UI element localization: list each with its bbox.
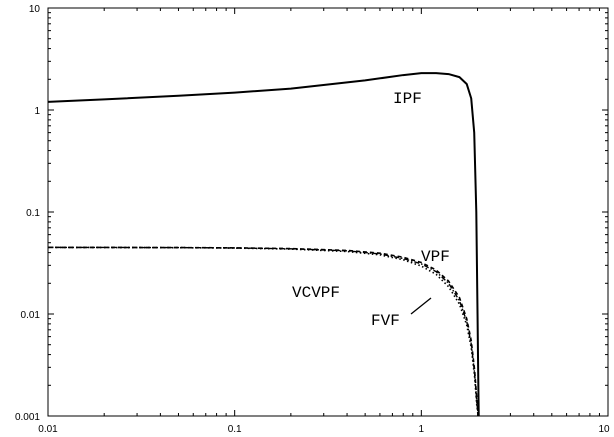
y-tick-label: 0.1 [26, 208, 40, 219]
x-tick-label: 0.1 [228, 424, 242, 435]
fvf-pointer [410, 297, 432, 315]
series-line-vpf [47, 246, 480, 417]
series-line-ipf [47, 72, 480, 417]
label-vcvpf: VCVPF [292, 284, 340, 302]
label-ipf: IPF [393, 90, 422, 108]
y-tick-label: 1 [34, 106, 40, 117]
label-fvf: FVF [371, 312, 400, 330]
y-tick-label: 10 [29, 4, 41, 15]
x-tick-label: 10 [598, 424, 610, 435]
series-line-fvf [47, 246, 480, 417]
plot-frame [47, 7, 609, 417]
x-tick-label: 0.01 [38, 424, 58, 435]
y-tick-label: 0.001 [15, 412, 40, 423]
series-labels: IPF VPF VCVPF FVF [292, 90, 450, 330]
x-tick-label: 1 [419, 424, 425, 435]
series-lines [47, 72, 480, 417]
series-line-vcvpf [47, 246, 480, 417]
y-tick-label: 0.01 [21, 310, 41, 321]
label-vpf: VPF [421, 248, 450, 266]
